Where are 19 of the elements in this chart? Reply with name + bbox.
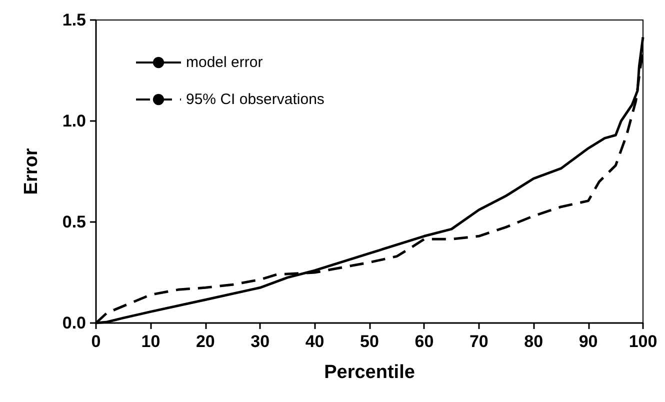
x-tick-label: 20 — [196, 332, 215, 351]
x-tick-label: 70 — [469, 332, 488, 351]
x-tick-label: 30 — [250, 332, 270, 351]
x-axis-title: Percentile — [324, 362, 415, 383]
y-tick-label: 0.0 — [62, 314, 86, 332]
legend-label: model error — [186, 54, 263, 71]
x-tick-label: 60 — [414, 332, 434, 351]
x-tick-label: 0 — [91, 332, 101, 351]
x-tick-label: 40 — [305, 332, 324, 351]
x-tick-label: 10 — [141, 332, 160, 351]
y-axis-title: Error — [21, 148, 42, 195]
y-tick-label: 0.5 — [62, 212, 86, 232]
x-tick-label: 50 — [360, 332, 379, 351]
x-tick-label: 100 — [628, 332, 658, 351]
y-tick-label: 1.5 — [62, 10, 86, 30]
x-tick-label: 90 — [578, 332, 598, 351]
legend-label: 95% CI observations — [186, 91, 324, 108]
x-tick-label: 80 — [524, 332, 544, 351]
y-tick-label: 1.0 — [62, 112, 86, 130]
